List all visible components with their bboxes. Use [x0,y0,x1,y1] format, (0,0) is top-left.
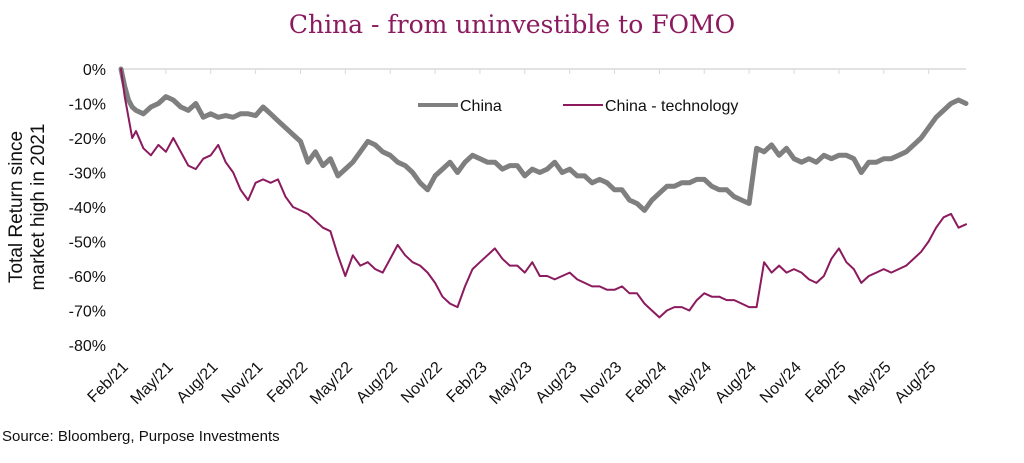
y-axis-tick-labels: 0% -10% -20% -30% -40% -50% -60% -70% -80% [69,62,106,355]
x-tick-label: Feb/23 [444,359,491,406]
x-axis [120,68,966,74]
x-tick-label: Aug/22 [353,359,401,407]
series-layer [118,66,969,319]
series-line-china [118,66,969,213]
x-tick-label: Feb/21 [85,359,132,406]
x-tick-label: May/25 [845,359,894,408]
series-line-china-technology [120,68,967,319]
y-tick-label: -80% [69,338,106,355]
legend: China China - technology [418,98,738,115]
y-tick-label: -30% [69,166,106,183]
x-tick-label: Aug/21 [174,359,222,407]
x-tick-label: Nov/24 [757,359,805,407]
x-tick-label: Feb/24 [623,359,670,406]
x-tick-label: May/24 [666,359,715,408]
y-tick-label: -10% [69,97,106,114]
y-tick-label: -70% [69,304,106,321]
x-tick-label: Nov/22 [398,359,446,407]
x-tick-label: Aug/25 [892,359,940,407]
y-tick-label: 0% [83,62,106,79]
chart-title: China - from uninvestible to FOMO [288,10,736,39]
y-axis-title: Total Return since market high in 2021 [6,124,49,291]
legend-label: China - technology [605,98,738,115]
x-tick-label: Feb/22 [264,359,311,406]
x-tick-label: Nov/21 [219,359,267,407]
x-tick-label: May/21 [128,359,177,408]
source-note: Source: Bloomberg, Purpose Investments [2,428,280,445]
y-tick-label: -20% [69,131,106,148]
y-tick-label: -40% [69,200,106,217]
x-tick-label: May/22 [307,359,356,408]
x-tick-label: May/23 [487,359,536,408]
y-axis-title-line: Total Return since [6,131,27,283]
x-tick-label: Aug/23 [533,359,581,407]
y-tick-label: -60% [69,269,106,286]
x-tick-label: Feb/25 [802,359,849,406]
y-axis-title-line: market high in 2021 [28,124,49,291]
x-axis-tick-labels: Feb/21May/21Aug/21Nov/21Feb/22May/22Aug/… [85,359,940,408]
x-tick-label: Aug/24 [712,359,760,407]
y-tick-label: -50% [69,235,106,252]
x-tick-label: Nov/23 [577,359,625,407]
legend-label: China [460,98,502,115]
